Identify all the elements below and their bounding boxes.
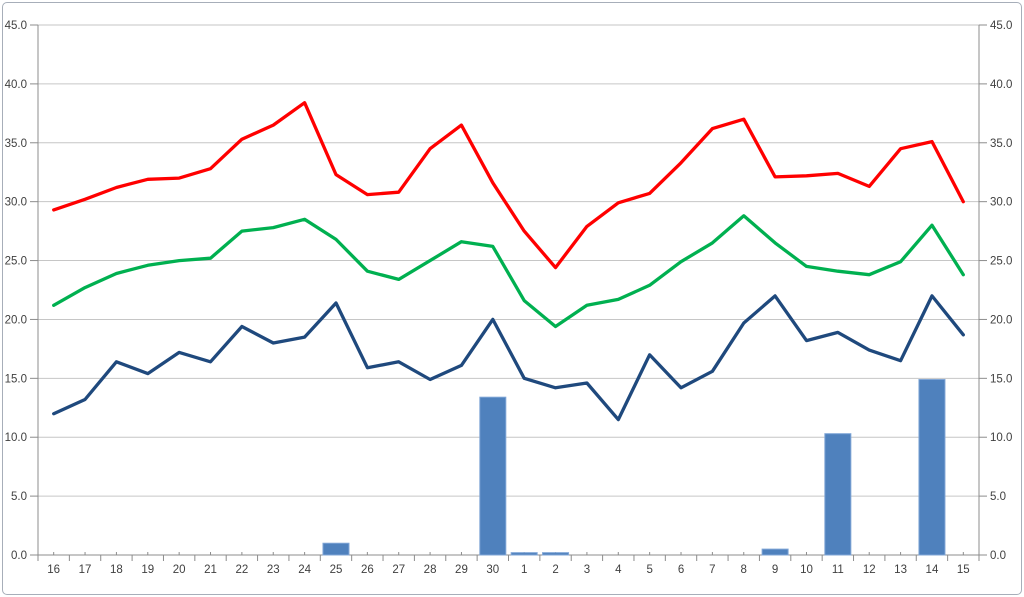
line-red	[52, 101, 965, 270]
y-axis-label-left: 25.0	[5, 256, 27, 268]
x-axis-label: 11	[832, 564, 844, 576]
y-axis-label-right: 5.0	[990, 491, 1006, 503]
y-axis-label-right: 45.0	[990, 20, 1012, 32]
y-axis-label-right: 40.0	[990, 79, 1012, 91]
y-axis-label-left: 5.0	[11, 491, 27, 503]
y-axis-label-right: 25.0	[990, 256, 1012, 268]
x-axis-label: 18	[110, 564, 123, 576]
y-axis-label-right: 10.0	[990, 432, 1012, 444]
x-axis-label: 9	[772, 564, 778, 576]
x-axis-label: 7	[709, 564, 715, 576]
x-axis-label: 1	[521, 564, 527, 576]
bar-1	[510, 552, 538, 556]
bar-25	[322, 542, 350, 556]
line-navy	[52, 294, 965, 422]
x-axis-label: 16	[47, 564, 60, 576]
y-axis-label-right: 30.0	[990, 197, 1012, 209]
x-axis-label: 17	[79, 564, 92, 576]
x-axis-label: 14	[926, 564, 939, 576]
y-axis-label-right: 15.0	[990, 373, 1012, 385]
x-axis-label: 28	[424, 564, 437, 576]
y-axis-label-left: 35.0	[5, 138, 27, 150]
y-axis-label-left: 15.0	[5, 373, 27, 385]
x-axis-label: 22	[235, 564, 248, 576]
x-axis-label: 29	[455, 564, 468, 576]
x-axis-label: 19	[141, 564, 154, 576]
y-axis-label-left: 10.0	[5, 432, 27, 444]
y-axis-label-right: 20.0	[990, 314, 1012, 326]
x-axis-label: 23	[267, 564, 280, 576]
x-axis-label: 4	[615, 564, 622, 576]
x-axis-label: 2	[552, 564, 558, 576]
bar-30	[479, 396, 507, 556]
x-axis-label: 13	[894, 564, 907, 576]
y-axis-label-left: 0.0	[11, 550, 27, 562]
bar-14	[918, 379, 946, 556]
bar-11	[824, 433, 852, 556]
y-axis-label-left: 30.0	[5, 197, 27, 209]
bar-9	[761, 548, 789, 556]
x-axis-label: 21	[204, 564, 217, 576]
x-axis-label: 27	[392, 564, 405, 576]
x-axis-label: 20	[173, 564, 186, 576]
y-axis-label-left: 40.0	[5, 79, 27, 91]
x-axis-label: 30	[486, 564, 499, 576]
bar-2	[542, 552, 570, 556]
line-green	[52, 214, 965, 329]
x-axis-label: 10	[800, 564, 813, 576]
x-axis-label: 24	[298, 564, 311, 576]
x-axis-label: 8	[741, 564, 747, 576]
x-axis-label: 5	[646, 564, 652, 576]
y-axis-label-right: 0.0	[990, 550, 1006, 562]
x-axis-label: 15	[957, 564, 970, 576]
x-axis-label: 6	[678, 564, 684, 576]
y-axis-label-left: 20.0	[5, 314, 27, 326]
y-axis-label-right: 35.0	[990, 138, 1012, 150]
y-axis-label-left: 45.0	[5, 20, 27, 32]
x-axis-label: 25	[330, 564, 343, 576]
x-axis-label: 12	[863, 564, 876, 576]
x-axis-label: 26	[361, 564, 374, 576]
x-axis-label: 3	[584, 564, 590, 576]
